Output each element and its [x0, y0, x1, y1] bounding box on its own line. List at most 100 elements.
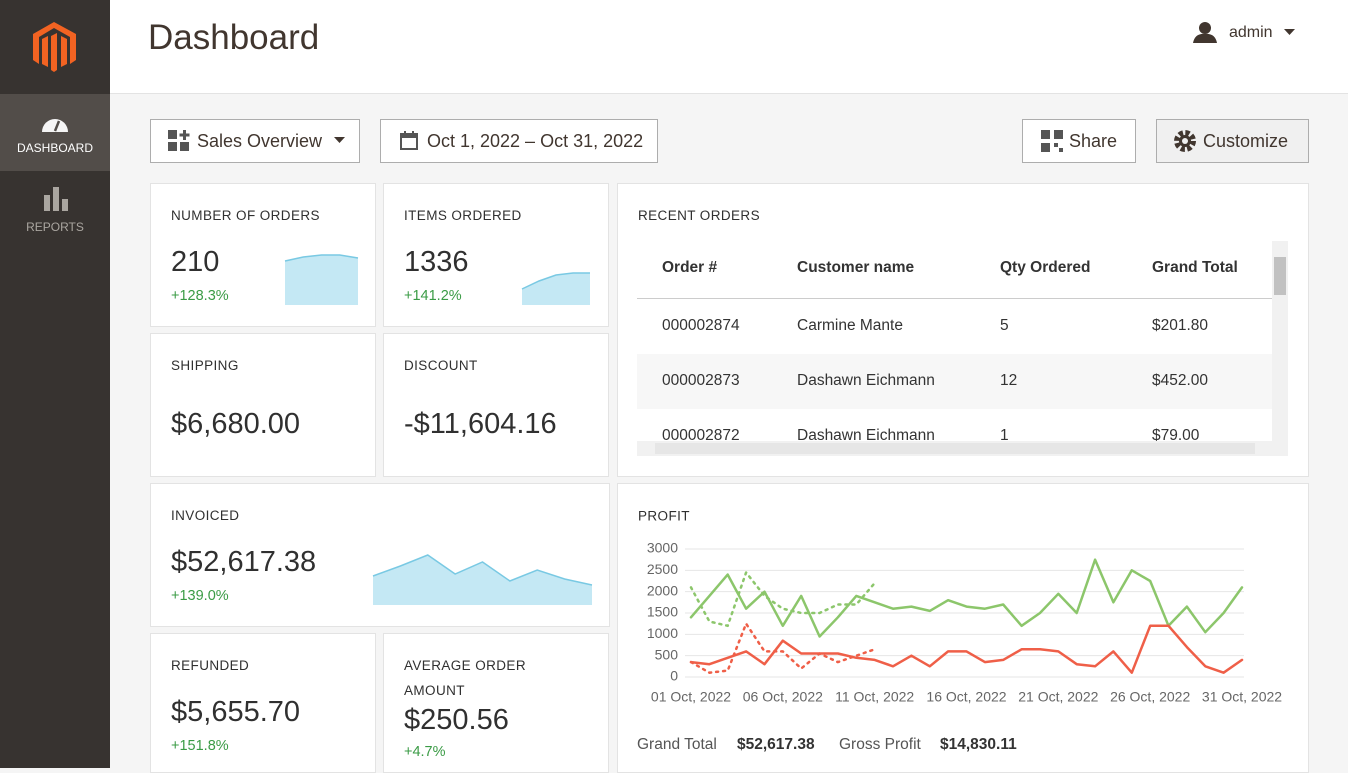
sparkline-line: [521, 272, 590, 290]
nav-dashboard[interactable]: DASHBOARD: [0, 94, 110, 171]
card-value: 210: [171, 246, 220, 278]
button-label: Share: [1069, 130, 1118, 151]
card-label: ITEMS ORDERED: [404, 208, 522, 223]
card-change: +139.0%: [171, 588, 229, 604]
card-change: +141.2%: [404, 288, 462, 304]
header: Dashboard admin: [110, 0, 1348, 94]
sidebar: DASHBOARD REPORTS: [0, 0, 110, 768]
view-switcher[interactable]: Sales Overview: [150, 119, 360, 163]
column-header: Grand Total: [1152, 259, 1238, 276]
card-value: $6,680.00: [171, 408, 301, 440]
card-label: RECENT ORDERS: [638, 208, 760, 223]
table-cell: $452.00: [1152, 372, 1209, 389]
button-label: Customize: [1203, 130, 1289, 151]
card-items: ITEMS ORDERED 1336 +141.2%: [383, 183, 609, 327]
card-value: 1336: [404, 246, 469, 278]
scroll-thumb[interactable]: [1274, 257, 1286, 295]
profit-line: [689, 558, 1244, 638]
column-header: Order #: [662, 259, 718, 276]
total-label: Gross Profit: [839, 736, 921, 753]
nav-label: REPORTS: [26, 220, 84, 234]
card-discount: DISCOUNT -$11,604.16: [383, 333, 609, 477]
horizontal-scrollbar[interactable]: [637, 441, 1288, 456]
x-tick-label: 16 Oct, 2022: [926, 689, 1006, 705]
card-value: -$11,604.16: [404, 408, 557, 440]
table-cell: $201.80: [1152, 317, 1209, 334]
table-cell: Carmine Mante: [797, 317, 903, 334]
y-tick-label: 2000: [647, 582, 678, 598]
x-tick-label: 21 Oct, 2022: [1018, 689, 1098, 705]
card-change: +128.3%: [171, 288, 229, 304]
card-value: $250.56: [404, 704, 509, 736]
y-tick-label: 0: [670, 668, 678, 684]
dropdown-arrow: [334, 137, 346, 143]
card-value: $5,655.70: [171, 696, 301, 728]
x-tick-label: 06 Oct, 2022: [743, 689, 823, 705]
user-icon: [1193, 22, 1217, 43]
card-recent-orders: RECENT ORDERS Order # Customer name Qty Or…: [617, 183, 1309, 477]
nav-reports[interactable]: REPORTS: [0, 171, 110, 248]
card-change: +151.8%: [171, 738, 229, 754]
y-tick-label: 3000: [647, 540, 678, 556]
dashboard-icon: [42, 119, 68, 132]
card-label: SHIPPING: [171, 358, 239, 373]
profit-line: [689, 571, 876, 628]
header-divider: [637, 298, 1272, 299]
card-shipping: SHIPPING $6,680.00: [150, 333, 376, 477]
table-cell: $79.00: [1152, 427, 1200, 441]
table-cell: 000002873: [662, 372, 740, 389]
sparkline-area: [285, 255, 358, 305]
table-cell: Dashawn Eichmann: [797, 427, 935, 441]
profit-chart: PROFIT 0 500 1000 1500 2000 2500 3000 01 Oct, 2…: [638, 509, 1282, 705]
scroll-thumb[interactable]: [655, 443, 1255, 454]
sparkline-area: [522, 273, 590, 305]
card-label: AVERAGE ORDER AMOUNT: [404, 658, 526, 698]
x-tick-label: 26 Oct, 2022: [1110, 689, 1190, 705]
y-tick-label: 500: [655, 646, 679, 662]
logo[interactable]: [30, 20, 80, 75]
table-cell: 1: [1000, 427, 1009, 441]
card-value: $52,617.38: [171, 546, 317, 578]
chart-title: PROFIT: [638, 509, 690, 524]
button-label: Oct 1, 2022 – Oct 31, 2022: [427, 130, 644, 151]
dropdown-arrow: [1284, 29, 1295, 35]
button-label: Sales Overview: [197, 130, 323, 151]
y-tick-label: 1500: [647, 604, 678, 620]
calendar-icon: [400, 131, 418, 150]
card-profit: PROFIT 0 500 1000 1500 2000 2500 3000 01 Oct, 2…: [617, 483, 1309, 773]
row-stripe: [637, 354, 1272, 409]
vertical-scrollbar[interactable]: [1272, 241, 1288, 441]
reports-icon: [44, 187, 68, 211]
share-icon: [1041, 130, 1063, 152]
sparkline: [372, 554, 593, 605]
table-cell: 000002874: [662, 317, 740, 334]
orders-table: Order # Customer name Qty Ordered Grand Tot…: [637, 241, 1272, 441]
x-tick-label: 31 Oct, 2022: [1202, 689, 1282, 705]
card-label: NUMBER OF ORDERS: [171, 208, 320, 223]
table-cell: 5: [1000, 317, 1009, 334]
total-label: Grand Total: [637, 736, 717, 753]
sparkline: [284, 254, 359, 305]
sparkline: [521, 272, 590, 305]
date-picker[interactable]: Oct 1, 2022 – Oct 31, 2022: [380, 119, 658, 163]
y-tick-label: 2500: [647, 561, 678, 577]
x-tick-label: 11 Oct, 2022: [835, 689, 914, 705]
share-button[interactable]: Share: [1022, 119, 1136, 163]
column-header: Customer name: [797, 259, 915, 276]
total-value: $14,830.11: [940, 736, 1017, 753]
grid-icon: [168, 130, 190, 151]
customize-button[interactable]: Customize: [1156, 119, 1309, 163]
sparkline-line: [284, 254, 359, 262]
page-title: Dashboard: [148, 18, 320, 57]
profit-line: [689, 622, 876, 674]
nav-label: DASHBOARD: [16, 141, 93, 155]
table-cell: Dashawn Eichmann: [797, 372, 935, 389]
card-invoiced: INVOICED $52,617.38 +139.0%: [150, 483, 610, 627]
user-menu[interactable]: admin: [1229, 24, 1273, 41]
total-value: $52,617.38: [737, 736, 815, 753]
sparkline-line: [372, 554, 593, 586]
card-label: INVOICED: [171, 508, 240, 523]
table-cell: 12: [1000, 372, 1018, 389]
sparkline-area: [373, 555, 592, 605]
